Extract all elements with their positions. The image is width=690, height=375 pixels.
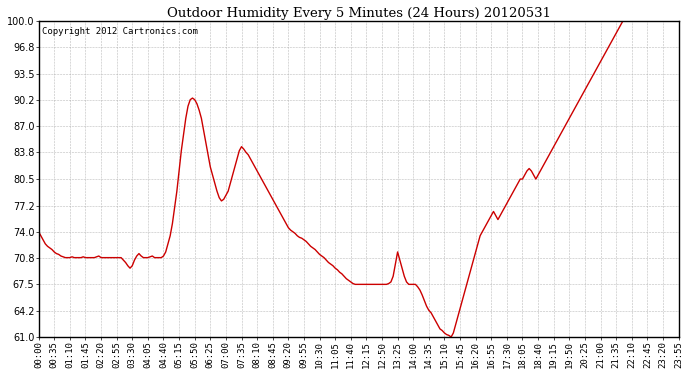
Title: Outdoor Humidity Every 5 Minutes (24 Hours) 20120531: Outdoor Humidity Every 5 Minutes (24 Hou…	[166, 7, 551, 20]
Text: Copyright 2012 Cartronics.com: Copyright 2012 Cartronics.com	[42, 27, 198, 36]
